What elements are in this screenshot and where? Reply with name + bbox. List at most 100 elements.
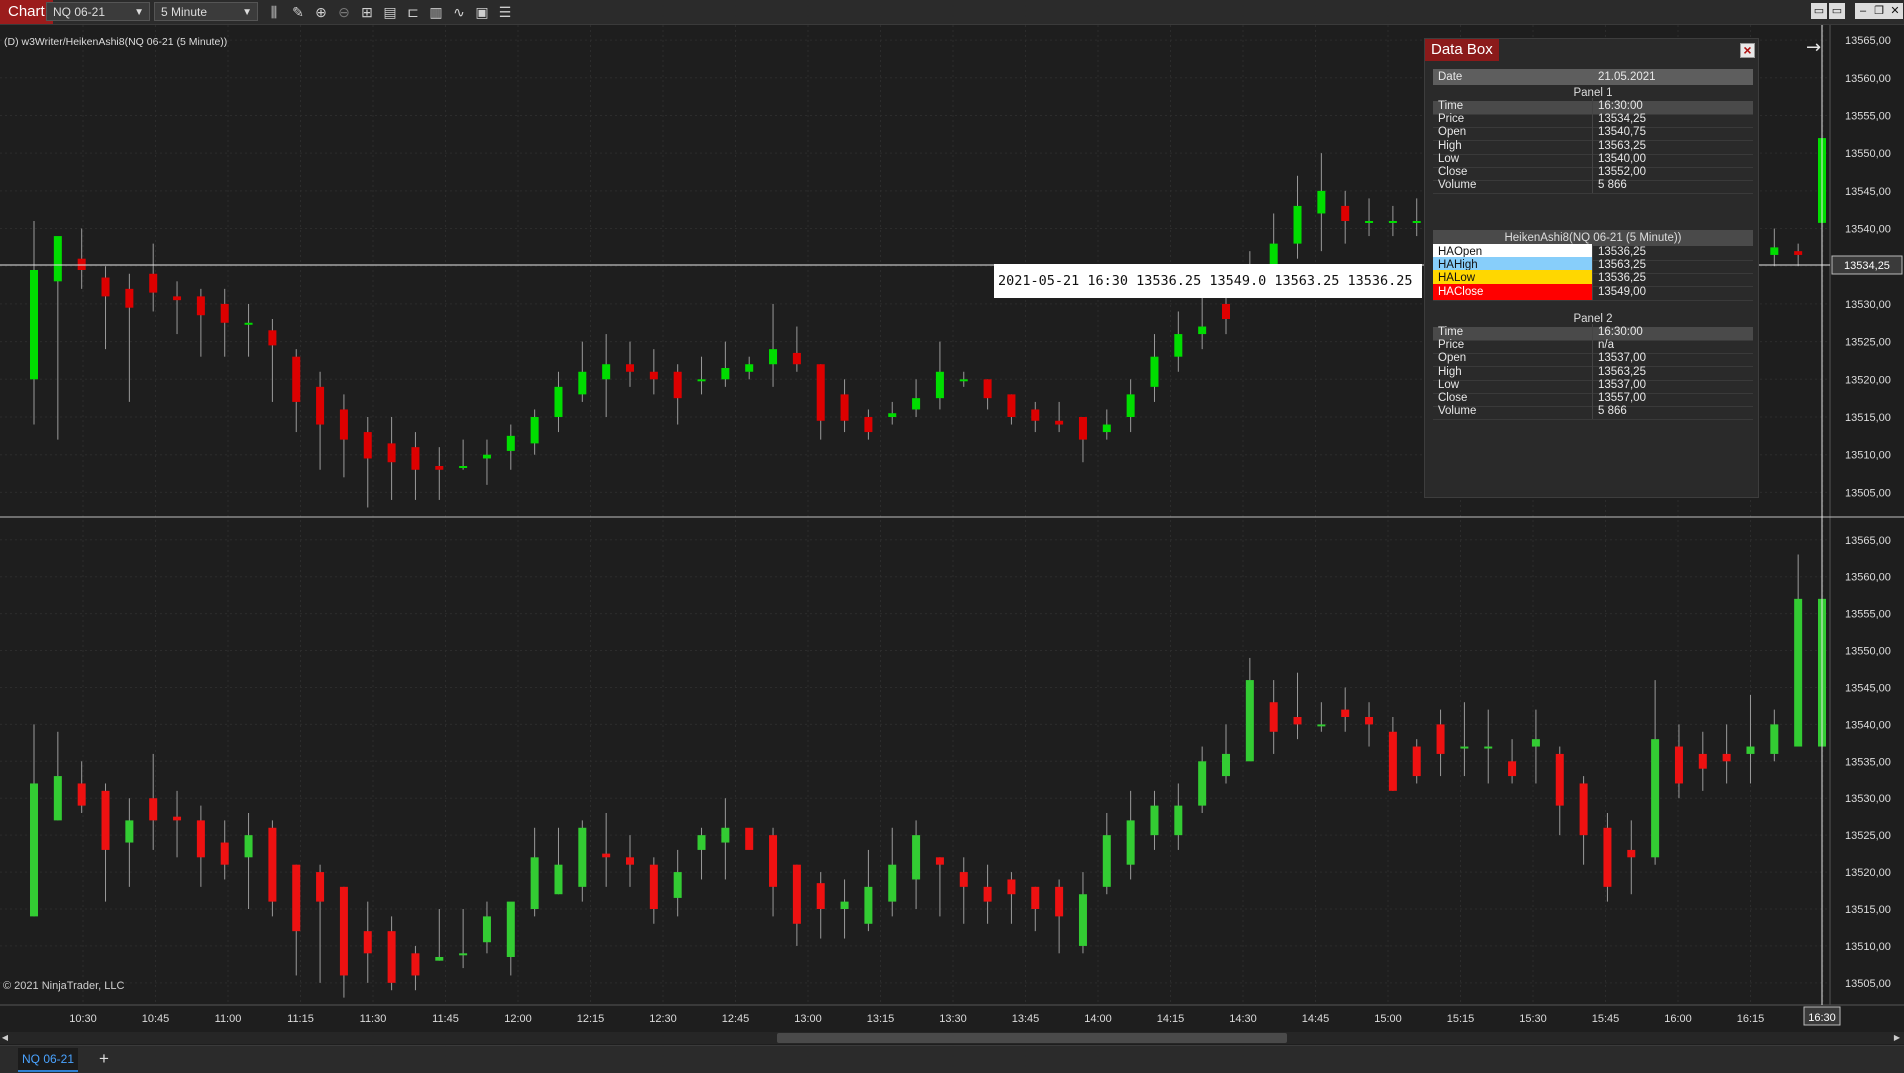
- candle-body: [1722, 753, 1731, 762]
- panel-1-field-label: Open: [1433, 124, 1593, 141]
- zoom-out-icon[interactable]: ⊖: [338, 4, 350, 20]
- y-tick-label: 13520,00: [1845, 374, 1891, 386]
- candle-body: [387, 931, 396, 983]
- panel-2-field-row: Low 13537,00: [1433, 376, 1753, 394]
- candle-body: [816, 364, 825, 421]
- candle-body: [554, 386, 563, 417]
- close-icon[interactable]: ✕: [1887, 3, 1903, 19]
- candle-body: [530, 417, 539, 444]
- candle-body: [1222, 753, 1230, 777]
- y-tick-label: 13510,00: [1845, 450, 1891, 462]
- panel-2-field-label: Low: [1433, 376, 1593, 393]
- zoom-in-icon[interactable]: ⊕: [315, 4, 327, 20]
- candle-body: [268, 330, 277, 346]
- y-tick-label: 13565,00: [1845, 535, 1891, 547]
- x-tick-label: 11:15: [287, 1013, 314, 1025]
- y-tick-label: 13560,00: [1845, 572, 1891, 584]
- x-tick-label: 16:15: [1737, 1013, 1765, 1025]
- x-tick-label: 12:00: [504, 1013, 532, 1025]
- properties-icon[interactable]: ⊏: [407, 4, 419, 20]
- candle-body: [30, 783, 38, 917]
- add-tab-icon[interactable]: +: [99, 1049, 109, 1068]
- candle-body: [697, 379, 706, 382]
- indicator-icon[interactable]: ∿: [453, 4, 465, 20]
- x-tick-label: 12:45: [722, 1013, 750, 1025]
- panel-1-field-value: 13534,25: [1598, 113, 1646, 126]
- window-tile-icon[interactable]: ▭: [1811, 3, 1827, 19]
- date-value: 21.05.2021: [1598, 71, 1656, 83]
- x-tick-label: 11:45: [432, 1013, 459, 1025]
- candle-body: [1412, 746, 1421, 777]
- candle-body: [1198, 761, 1207, 806]
- panel-1-field-row: Price 13534,25: [1433, 111, 1753, 129]
- panel-2-field-label: Open: [1433, 350, 1593, 367]
- window-tile-icon[interactable]: ▭: [1829, 3, 1845, 19]
- candle-body: [125, 288, 134, 308]
- strategy-icon[interactable]: ▥: [429, 4, 443, 20]
- candle-body: [1269, 243, 1278, 267]
- crosshair-icon[interactable]: ⊞: [361, 4, 373, 20]
- scroll-thumb[interactable]: [777, 1033, 1287, 1043]
- drawing-tool-icon[interactable]: ✎: [292, 4, 304, 20]
- candle-body: [554, 864, 563, 895]
- candle-body: [220, 303, 229, 323]
- candle-body: [792, 864, 801, 924]
- data-box-icon[interactable]: ▤: [383, 4, 397, 20]
- x-tick-label: 15:00: [1374, 1013, 1402, 1025]
- panel-2-field-row: Time 16:30:00: [1433, 324, 1753, 341]
- data-box-title: Data Box: [1425, 39, 1499, 61]
- candle-body: [1269, 702, 1278, 732]
- candle-body: [840, 901, 849, 909]
- chart-tab[interactable]: Chart: [0, 0, 53, 24]
- candle-body: [1555, 753, 1564, 806]
- instrument-tab[interactable]: NQ 06-21: [18, 1048, 78, 1072]
- candle-body: [196, 296, 205, 316]
- y-tick-label: 13555,00: [1845, 609, 1891, 621]
- y-tick-label: 13540,00: [1845, 224, 1891, 236]
- candle-body: [721, 368, 730, 380]
- instrument-selector[interactable]: NQ 06-21 ▼: [46, 2, 150, 21]
- candle-body: [292, 864, 301, 932]
- candle-body: [1102, 424, 1111, 433]
- scroll-left-icon[interactable]: ◀: [1, 1033, 9, 1042]
- list-icon[interactable]: ☰: [498, 4, 512, 20]
- scroll-right-icon[interactable]: ▶: [1893, 1033, 1901, 1042]
- candle-body: [482, 454, 491, 459]
- panel-1-field-value: 13563,25: [1598, 139, 1646, 152]
- candle-body: [1341, 205, 1350, 221]
- candle-body: [1317, 724, 1326, 727]
- candle-body: [1508, 761, 1517, 777]
- candle-body: [1317, 190, 1326, 214]
- bar-type-icon[interactable]: ⫼: [270, 4, 278, 20]
- indicator-header: HeikenAshi8(NQ 06-21 (5 Minute)): [1433, 230, 1753, 246]
- candle-body: [506, 435, 515, 451]
- y-tick-label: 13530,00: [1845, 793, 1891, 805]
- ha-field-row: HALow 13536,25: [1433, 270, 1753, 288]
- horizontal-scrollbar[interactable]: ◀ ▶: [0, 1032, 1904, 1044]
- x-tick-label: 12:15: [577, 1013, 605, 1025]
- candle-body: [1031, 886, 1040, 909]
- candle-body: [53, 236, 62, 282]
- data-box-window[interactable]: Data Box × Date 21.05.2021 Panel 1 Time 1…: [1424, 38, 1759, 498]
- time-marker: 16:30: [1808, 1012, 1836, 1024]
- candle-body: [983, 886, 992, 902]
- candle-body: [268, 827, 277, 902]
- minimize-icon[interactable]: –: [1855, 3, 1871, 19]
- restore-icon[interactable]: ❐: [1871, 3, 1887, 19]
- candle-body: [697, 835, 706, 850]
- candle-body: [1245, 680, 1254, 762]
- y-tick-label: 13545,00: [1845, 682, 1891, 694]
- candle-body: [1794, 598, 1803, 747]
- y-tick-label: 13515,00: [1845, 904, 1891, 916]
- y-tick-label: 13525,00: [1845, 830, 1891, 842]
- close-icon[interactable]: ×: [1740, 43, 1755, 58]
- candle-body: [1531, 739, 1540, 747]
- chart-trader-icon[interactable]: ▣: [475, 4, 489, 20]
- candle-body: [1102, 835, 1111, 887]
- candle-body: [769, 835, 778, 887]
- panel-2-field-row: High 13563,25: [1433, 363, 1753, 381]
- candle-body: [1770, 724, 1779, 754]
- interval-selector[interactable]: 5 Minute ▼: [154, 2, 258, 21]
- panel-2-field-value: 5 866: [1598, 405, 1627, 418]
- candle-body: [602, 853, 611, 858]
